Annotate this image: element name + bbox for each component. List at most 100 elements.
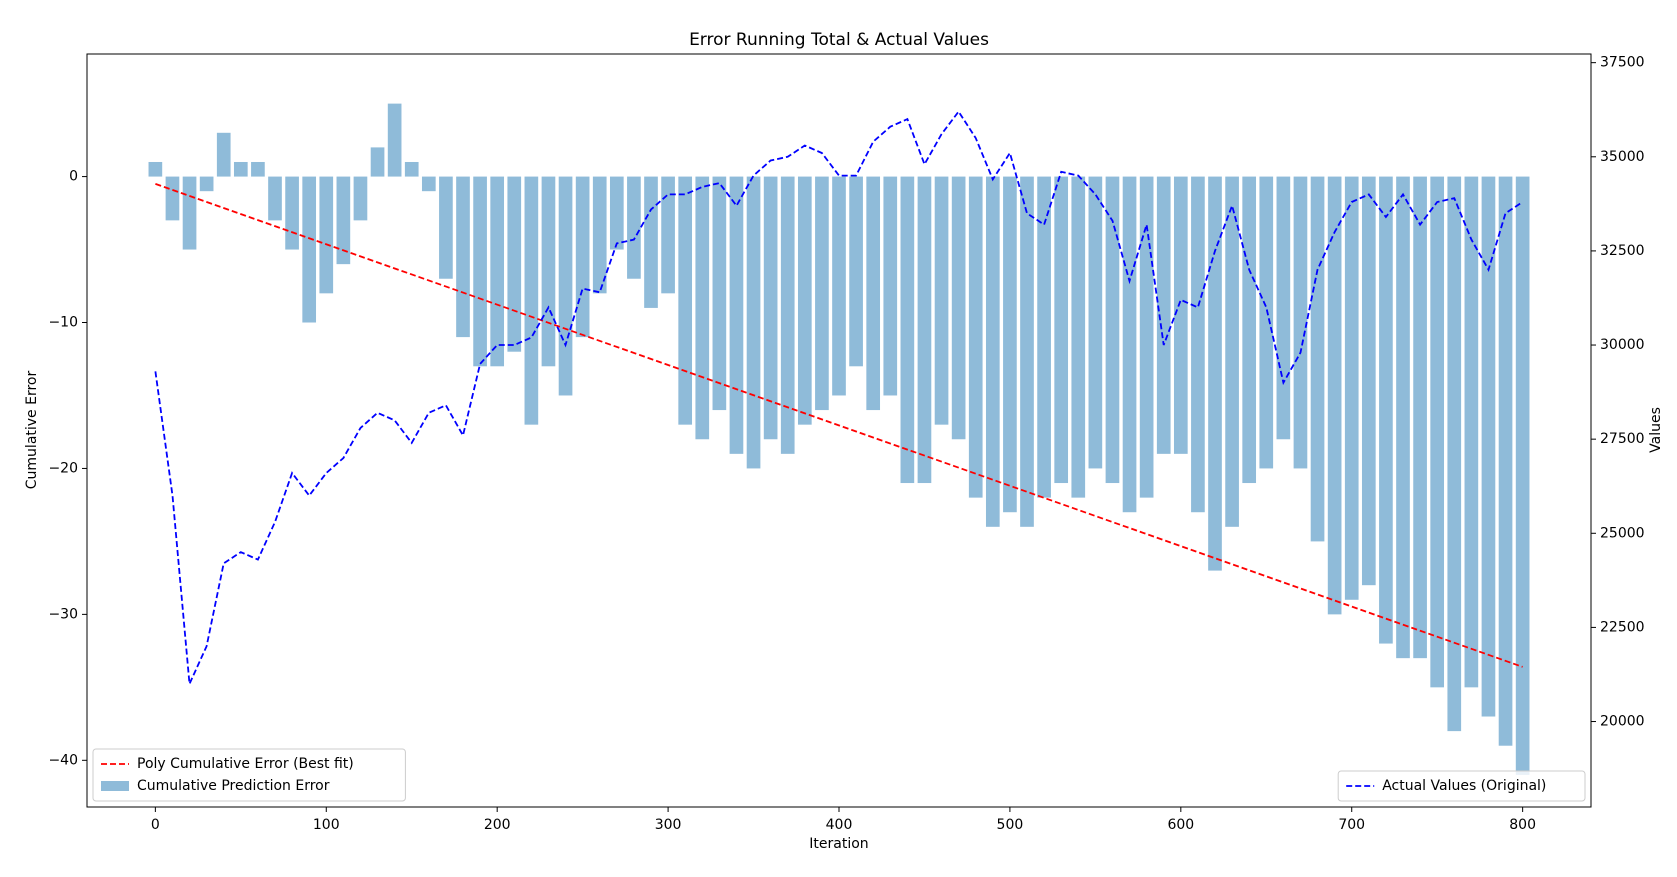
x-tick-label: 200	[484, 817, 511, 833]
y-tick-label: 0	[69, 169, 78, 185]
bar	[1396, 176, 1410, 659]
bar	[627, 176, 641, 279]
x-axis-label: Iteration	[809, 836, 868, 852]
legend-swatch	[101, 781, 129, 791]
bar	[421, 176, 436, 192]
bar	[951, 176, 966, 440]
bar	[1208, 176, 1222, 571]
bar	[575, 176, 590, 338]
bar	[1344, 176, 1359, 600]
y2-tick-label: 20000	[1600, 714, 1645, 730]
legend-box	[92, 748, 406, 802]
y2-tick-label: 27500	[1600, 431, 1645, 447]
legend-box	[1337, 770, 1586, 802]
bar	[558, 176, 573, 396]
bar	[1413, 176, 1427, 659]
y2-tick-label: 32500	[1600, 243, 1645, 259]
bar	[1430, 176, 1445, 688]
bar	[968, 176, 983, 498]
bar	[439, 176, 453, 279]
bar	[199, 176, 214, 192]
legend: Poly Cumulative Error (Best fit) Cumulati…	[92, 748, 406, 802]
x-tick-label: 500	[997, 817, 1024, 833]
bar	[1464, 176, 1479, 688]
bar	[336, 176, 351, 265]
bar	[1379, 176, 1393, 644]
legend-label: Poly Cumulative Error (Best fit)	[137, 756, 354, 772]
y2-tick-label: 25000	[1600, 525, 1645, 541]
bar	[1054, 176, 1069, 484]
bar	[1020, 176, 1034, 527]
bar	[985, 176, 1000, 527]
bar	[285, 176, 299, 250]
bar	[1327, 176, 1342, 615]
bar	[404, 161, 419, 177]
bar	[1447, 176, 1462, 732]
bar	[900, 176, 915, 484]
legend-label: Actual Values (Original)	[1382, 778, 1546, 794]
bar	[849, 176, 863, 367]
bar	[524, 176, 539, 425]
bar	[883, 176, 898, 396]
y-tick-label: −10	[48, 315, 78, 331]
bar	[1122, 176, 1137, 513]
bar	[1242, 176, 1257, 484]
line-series	[154, 110, 1524, 688]
bar	[1498, 176, 1513, 746]
bar	[797, 176, 812, 425]
bar	[1293, 176, 1308, 469]
bar	[1088, 176, 1103, 469]
bar	[1003, 176, 1017, 513]
x-tick-label: 0	[151, 817, 160, 833]
y2-tick-label: 22500	[1600, 619, 1645, 635]
bar	[763, 176, 778, 440]
bar	[233, 161, 248, 177]
y-axis-label: Cumulative Error	[24, 371, 40, 490]
y2-tick-label: 37500	[1600, 55, 1645, 71]
x-tick-label: 700	[1338, 817, 1365, 833]
bar	[1191, 176, 1205, 513]
bar	[216, 132, 231, 177]
bar	[1481, 176, 1496, 717]
x-tick-label: 400	[826, 817, 853, 833]
line-series	[155, 183, 1523, 668]
bar	[695, 176, 710, 440]
bar	[866, 176, 881, 411]
bar	[1156, 176, 1171, 454]
bar	[456, 176, 470, 338]
bar	[473, 176, 487, 367]
chart-title: Error Running Total & Actual Values	[689, 30, 989, 50]
bar	[712, 176, 727, 411]
bar	[592, 176, 607, 294]
y2-tick-label: 35000	[1600, 149, 1645, 165]
bar	[370, 147, 385, 177]
bar	[251, 161, 265, 177]
x-tick-label: 600	[1167, 817, 1194, 833]
bar	[644, 176, 658, 308]
y-tick-label: −40	[48, 752, 78, 768]
bar	[182, 176, 197, 250]
legend: Actual Values (Original)	[1337, 770, 1586, 802]
plot-frame	[86, 53, 1592, 808]
bar	[1105, 176, 1120, 484]
bar	[490, 176, 505, 367]
bar	[729, 176, 744, 454]
bar	[746, 176, 761, 469]
bar	[1071, 176, 1086, 498]
bar	[1139, 176, 1154, 498]
bar	[678, 176, 693, 425]
bar	[507, 176, 522, 352]
bar	[1259, 176, 1274, 469]
y2-axis-label: Values	[1648, 407, 1664, 453]
x-tick-label: 100	[313, 817, 340, 833]
y-tick-label: −20	[48, 460, 78, 476]
bar	[832, 176, 846, 396]
bar	[148, 161, 163, 177]
legend-label: Cumulative Prediction Error	[137, 778, 330, 794]
bar	[609, 176, 624, 250]
bar	[1361, 176, 1376, 586]
x-tick-label: 300	[655, 817, 682, 833]
bar	[302, 176, 317, 323]
